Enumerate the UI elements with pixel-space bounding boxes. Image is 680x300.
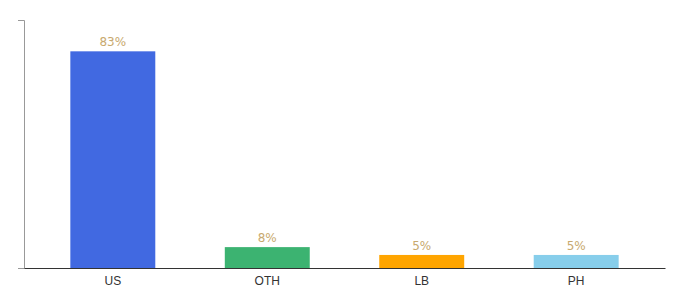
bars (70, 51, 618, 268)
x-axis: US OTH LB PH (25, 269, 666, 288)
x-tick: US (104, 274, 121, 288)
x-tick: LB (414, 274, 429, 288)
data-label: 5% (567, 239, 586, 253)
y-axis-line (18, 21, 25, 269)
data-labels: 83% 8% 5% 5% (99, 35, 585, 253)
x-tick-label: US (104, 274, 121, 288)
plot: US OTH LB PH 83% 8% 5% 5% (18, 21, 666, 288)
x-axis-line (25, 268, 666, 269)
x-tick: OTH (255, 274, 280, 288)
bar (225, 247, 310, 268)
data-label: 5% (412, 239, 431, 253)
bar (534, 255, 619, 268)
bar (70, 51, 155, 268)
x-tick: PH (568, 274, 585, 288)
x-tick-label: LB (414, 274, 429, 288)
bar (379, 255, 464, 268)
chart: US OTH LB PH 83% 8% 5% 5% (0, 0, 680, 300)
x-tick-label: OTH (255, 274, 280, 288)
x-tick-label: PH (568, 274, 585, 288)
data-label: 83% (99, 35, 126, 49)
data-label: 8% (258, 231, 277, 245)
y-axis (18, 21, 25, 269)
